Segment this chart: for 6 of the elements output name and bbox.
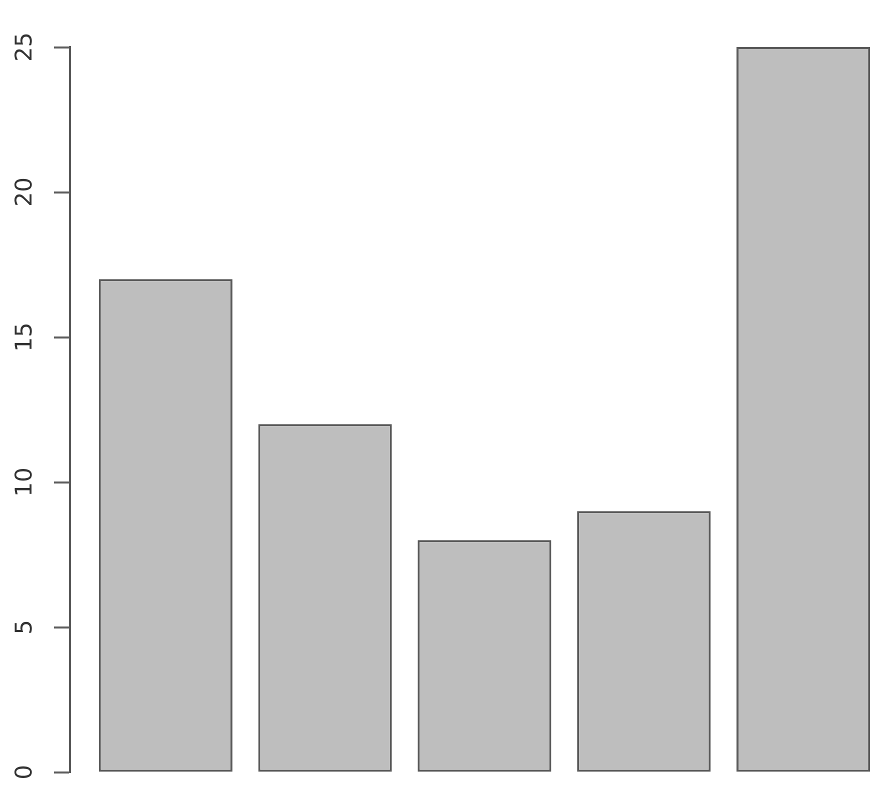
y-tick-label: 0 [11, 764, 38, 780]
y-tick-label: 5 [11, 620, 38, 634]
y-tick-label: 25 [11, 32, 38, 62]
y-tick-label: 15 [11, 322, 38, 352]
y-tick-label: 20 [11, 177, 38, 207]
y-tick-label: 10 [11, 467, 38, 497]
